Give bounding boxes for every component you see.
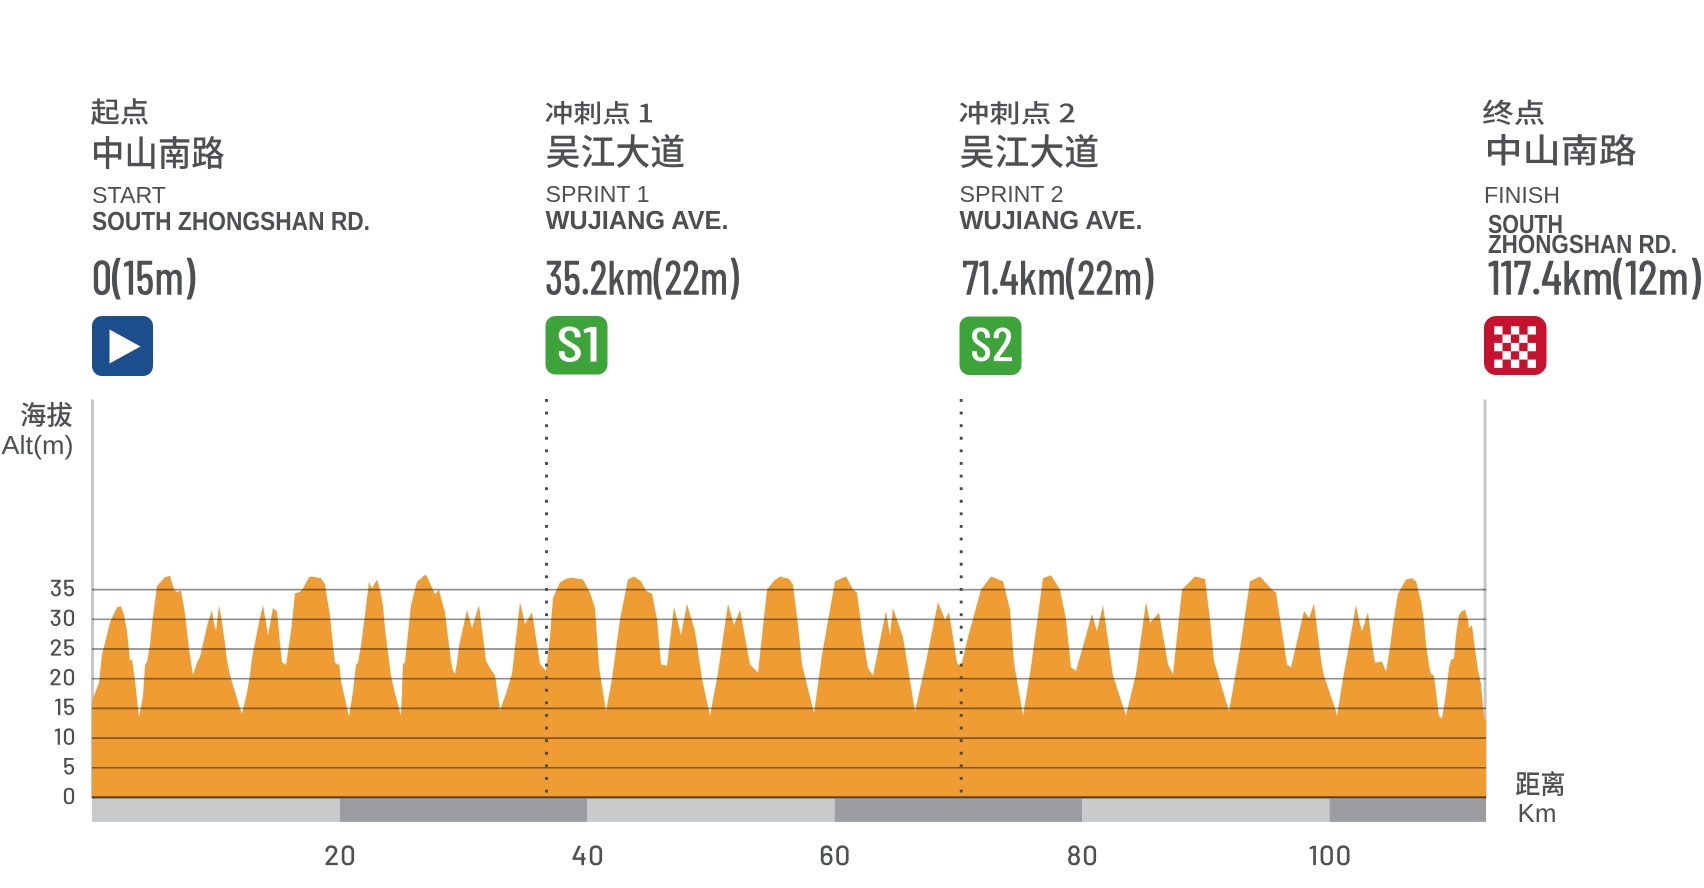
svg-text:Km: Km <box>1518 798 1557 828</box>
svg-text:FINISH: FINISH <box>1484 182 1560 208</box>
svg-text:Alt(m): Alt(m) <box>2 430 74 460</box>
svg-text:WUJIANG AVE.: WUJIANG AVE. <box>960 205 1143 235</box>
svg-text:SOUTH ZHONGSHAN RD.: SOUTH ZHONGSHAN RD. <box>92 206 370 236</box>
svg-text:WUJIANG AVE.: WUJIANG AVE. <box>546 205 729 235</box>
svg-text:ZHONGSHAN RD.: ZHONGSHAN RD. <box>1488 229 1677 259</box>
svg-text:SPRINT 1: SPRINT 1 <box>546 181 650 207</box>
svg-text:START: START <box>92 182 166 208</box>
svg-text:SPRINT 2: SPRINT 2 <box>960 181 1064 207</box>
svg-text:SOUTH: SOUTH <box>1488 209 1563 239</box>
